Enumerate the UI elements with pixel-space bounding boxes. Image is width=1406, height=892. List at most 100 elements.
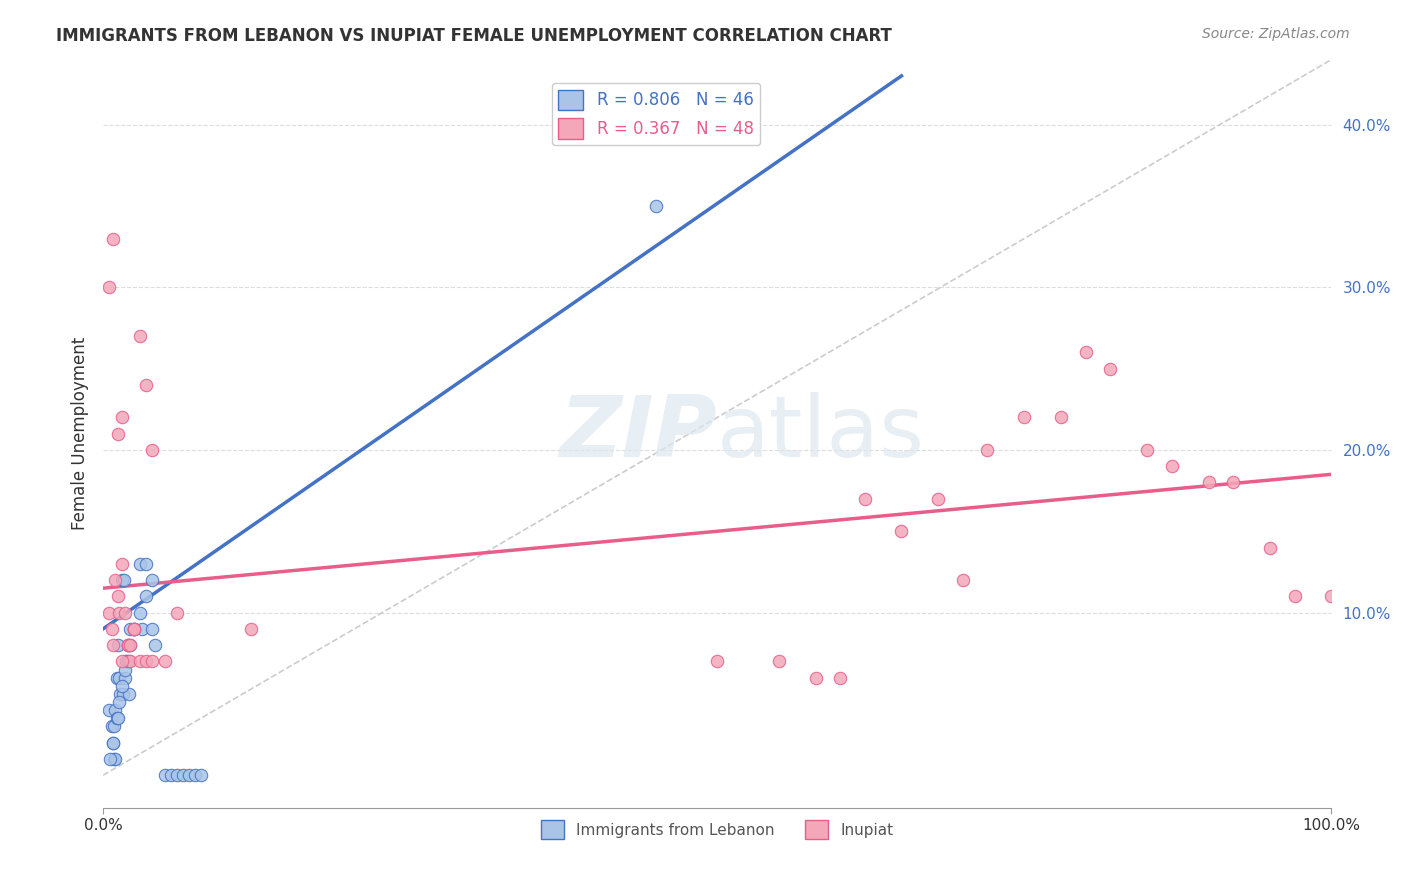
Point: [153, 768, 176, 782]
Point: [108, 695, 131, 709]
Point: [108, 606, 131, 620]
Point: [159, 768, 181, 782]
Point: [122, 622, 145, 636]
Point: [179, 768, 201, 782]
Text: ZIP: ZIP: [560, 392, 717, 475]
Point: [952, 573, 974, 587]
Point: [101, 231, 124, 245]
Point: [114, 671, 136, 685]
Point: [120, 638, 142, 652]
Point: [828, 671, 851, 685]
Point: [122, 622, 145, 636]
Point: [129, 606, 152, 620]
Point: [111, 687, 134, 701]
Point: [141, 573, 163, 587]
Point: [927, 491, 949, 506]
Point: [1074, 345, 1097, 359]
Point: [141, 654, 163, 668]
Y-axis label: Female Unemployment: Female Unemployment: [72, 337, 89, 531]
Point: [141, 442, 163, 457]
Point: [1222, 475, 1244, 490]
Point: [105, 711, 128, 725]
Point: [120, 654, 142, 668]
Point: [117, 654, 139, 668]
Point: [101, 638, 124, 652]
Point: [1320, 590, 1343, 604]
Point: [129, 557, 152, 571]
Point: [107, 426, 129, 441]
Text: IMMIGRANTS FROM LEBANON VS INUPIAT FEMALE UNEMPLOYMENT CORRELATION CHART: IMMIGRANTS FROM LEBANON VS INUPIAT FEMAL…: [56, 27, 893, 45]
Point: [100, 719, 122, 733]
Point: [129, 654, 152, 668]
Point: [1160, 459, 1182, 474]
Point: [110, 654, 132, 668]
Point: [120, 622, 142, 636]
Point: [135, 590, 157, 604]
Point: [110, 557, 132, 571]
Point: [112, 573, 135, 587]
Point: [890, 524, 912, 539]
Point: [706, 654, 728, 668]
Point: [1258, 541, 1281, 555]
Point: [122, 622, 145, 636]
Text: Source: ZipAtlas.com: Source: ZipAtlas.com: [1202, 27, 1350, 41]
Point: [644, 199, 666, 213]
Point: [1136, 442, 1159, 457]
Point: [107, 590, 129, 604]
Point: [184, 768, 207, 782]
Point: [107, 711, 129, 725]
Point: [100, 752, 122, 766]
Point: [1050, 410, 1073, 425]
Point: [100, 622, 122, 636]
Point: [98, 280, 121, 294]
Point: [105, 671, 128, 685]
Point: [143, 638, 166, 652]
Point: [166, 768, 188, 782]
Point: [108, 671, 131, 685]
Point: [135, 654, 157, 668]
Point: [115, 654, 138, 668]
Point: [117, 638, 139, 652]
Point: [135, 377, 157, 392]
Point: [107, 638, 129, 652]
Point: [1014, 410, 1036, 425]
Point: [172, 768, 194, 782]
Point: [135, 557, 157, 571]
Point: [114, 663, 136, 677]
Point: [114, 606, 136, 620]
Point: [1198, 475, 1220, 490]
Point: [131, 622, 153, 636]
Point: [141, 622, 163, 636]
Point: [239, 622, 262, 636]
Point: [104, 703, 127, 717]
Point: [117, 638, 139, 652]
Point: [129, 329, 152, 343]
Point: [153, 654, 176, 668]
Point: [98, 606, 121, 620]
Point: [101, 736, 124, 750]
Point: [120, 638, 142, 652]
Point: [101, 736, 124, 750]
Point: [190, 768, 212, 782]
Point: [976, 442, 998, 457]
Point: [110, 679, 132, 693]
Point: [768, 654, 790, 668]
Point: [110, 687, 132, 701]
Point: [103, 752, 125, 766]
Point: [110, 573, 132, 587]
Point: [122, 622, 145, 636]
Point: [1284, 590, 1306, 604]
Legend: Immigrants from Lebanon, Inupiat: Immigrants from Lebanon, Inupiat: [534, 814, 900, 845]
Point: [853, 491, 876, 506]
Point: [1099, 361, 1122, 376]
Point: [118, 687, 141, 701]
Point: [103, 719, 125, 733]
Point: [117, 638, 139, 652]
Point: [104, 573, 127, 587]
Text: atlas: atlas: [717, 392, 925, 475]
Point: [98, 703, 121, 717]
Point: [110, 410, 132, 425]
Point: [804, 671, 827, 685]
Point: [104, 752, 127, 766]
Point: [166, 606, 188, 620]
